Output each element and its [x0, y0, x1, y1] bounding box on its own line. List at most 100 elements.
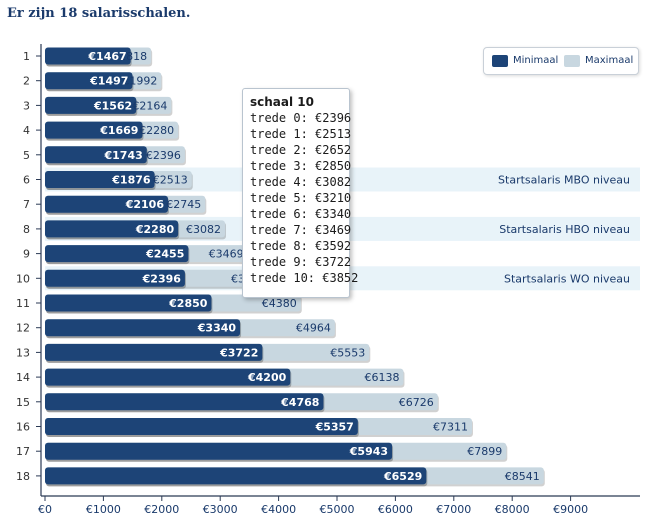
- legend-swatch-max: [564, 55, 580, 67]
- min-value-label: €2280: [135, 223, 175, 236]
- annotation-text: Startsalaris MBO niveau: [498, 174, 630, 187]
- category-label-3: 3: [23, 99, 30, 112]
- tooltip-line: trede 1: €2513: [250, 127, 352, 141]
- tooltip-line: trede 0: €2396: [250, 111, 352, 125]
- max-value-label: €2745: [166, 198, 201, 211]
- annotation-text: Startsalaris HBO niveau: [499, 223, 630, 236]
- page-heading: Er zijn 18 salarisschalen.: [7, 6, 191, 21]
- min-value-label: €2850: [168, 297, 208, 310]
- category-label-10: 10: [16, 272, 30, 285]
- min-value-label: €1467: [87, 50, 126, 63]
- min-value-label: €3340: [197, 322, 237, 335]
- x-tick-label: €7000: [436, 503, 471, 516]
- max-value-label: €2164: [132, 99, 167, 112]
- max-value-label: €2280: [139, 124, 174, 137]
- min-bar-11: [45, 294, 212, 312]
- min-bar-14: [45, 368, 291, 386]
- max-value-label: €4964: [296, 322, 331, 335]
- min-bar-6: [45, 171, 155, 188]
- category-label-4: 4: [23, 124, 30, 137]
- min-bar-17: [45, 442, 393, 460]
- min-bar-18: [45, 467, 427, 485]
- min-value-label: €4768: [280, 396, 319, 409]
- scale-tooltip: schaal 10 trede 0: €2396 trede 1: €2513 …: [242, 88, 359, 298]
- min-value-label: €3722: [219, 346, 258, 359]
- tooltip-line: trede 9: €3722: [250, 255, 352, 269]
- category-label-6: 6: [23, 174, 30, 187]
- min-bar-7: [45, 195, 168, 213]
- tooltip-line: trede 2: €2652: [250, 143, 352, 157]
- category-label-15: 15: [16, 396, 30, 409]
- min-value-label: €2396: [142, 272, 182, 285]
- x-tick-label: €5000: [320, 503, 355, 516]
- min-value-label: €1876: [111, 174, 151, 187]
- category-label-13: 13: [16, 346, 30, 359]
- x-tick-label: €4000: [261, 503, 296, 516]
- tooltip-line: trede 5: €3210: [250, 191, 352, 205]
- min-bar-15: [45, 393, 324, 411]
- x-tick-label: €3000: [203, 503, 238, 516]
- chart-legend: Minimaal Maximaal: [483, 47, 639, 75]
- min-bar-1: [45, 47, 131, 65]
- category-label-2: 2: [23, 75, 30, 88]
- min-value-label: €5357: [315, 421, 354, 434]
- min-value-label: €1497: [89, 75, 128, 88]
- x-tick-label: €8000: [495, 503, 530, 516]
- legend-label-max[interactable]: Maximaal: [585, 55, 634, 66]
- max-value-label: €1818: [112, 50, 147, 63]
- min-value-label: €4200: [247, 371, 287, 384]
- category-label-16: 16: [16, 421, 30, 434]
- max-value-label: €5553: [330, 346, 365, 359]
- min-bar-8: [45, 220, 179, 238]
- max-value-label: €3082: [186, 223, 221, 236]
- category-label-14: 14: [16, 371, 30, 384]
- max-value-label: €3469: [209, 248, 244, 261]
- category-label-11: 11: [16, 297, 30, 310]
- min-bar-13: [45, 343, 263, 361]
- min-value-label: €2455: [145, 248, 184, 261]
- min-value-label: €5943: [349, 445, 388, 458]
- annotation-text: Startsalaris WO niveau: [504, 272, 630, 285]
- tooltip-line: trede 8: €3592: [250, 239, 352, 253]
- tooltip-line: trede 10: €3852: [250, 271, 359, 285]
- category-label-12: 12: [16, 322, 30, 335]
- max-value-label: €7311: [433, 421, 468, 434]
- tooltip-line: trede 7: €3469: [250, 223, 352, 237]
- x-tick-label: €1000: [86, 503, 121, 516]
- legend-label-min[interactable]: Minimaal: [513, 55, 559, 66]
- max-value-label: €4380: [262, 297, 297, 310]
- category-label-18: 18: [16, 470, 30, 483]
- min-value-label: €1562: [93, 99, 132, 112]
- min-bar-2: [45, 72, 133, 90]
- x-tick-label: €0: [38, 503, 52, 516]
- category-label-17: 17: [16, 445, 30, 458]
- max-value-label: €1992: [122, 75, 157, 88]
- category-label-8: 8: [23, 223, 30, 236]
- x-tick-label: €6000: [378, 503, 413, 516]
- tooltip-line: trede 3: €2850: [250, 159, 352, 173]
- min-bar-12: [45, 319, 241, 337]
- max-value-label: €6726: [399, 396, 434, 409]
- x-tick-label: €9000: [553, 503, 588, 516]
- max-value-label: €6138: [364, 371, 399, 384]
- tooltip-title: schaal 10: [250, 95, 314, 109]
- category-label-1: 1: [23, 50, 30, 63]
- min-bar-3: [45, 96, 137, 114]
- min-value-label: €1669: [99, 124, 138, 137]
- min-value-label: €1743: [104, 149, 143, 162]
- min-bar-5: [45, 146, 147, 164]
- max-value-label: €2396: [146, 149, 181, 162]
- x-tick-label: €2000: [144, 503, 179, 516]
- max-value-label: €7899: [467, 445, 502, 458]
- min-bar-16: [45, 418, 358, 435]
- category-label-7: 7: [23, 198, 30, 211]
- tooltip-line: trede 4: €3082: [250, 175, 352, 189]
- max-value-label: €8541: [505, 470, 540, 483]
- tooltip-line: trede 6: €3340: [250, 207, 352, 221]
- min-bar-9: [45, 245, 189, 263]
- legend-swatch-min: [492, 55, 508, 67]
- category-label-5: 5: [23, 149, 30, 162]
- min-value-label: €6529: [383, 470, 422, 483]
- min-bar-10: [45, 269, 185, 287]
